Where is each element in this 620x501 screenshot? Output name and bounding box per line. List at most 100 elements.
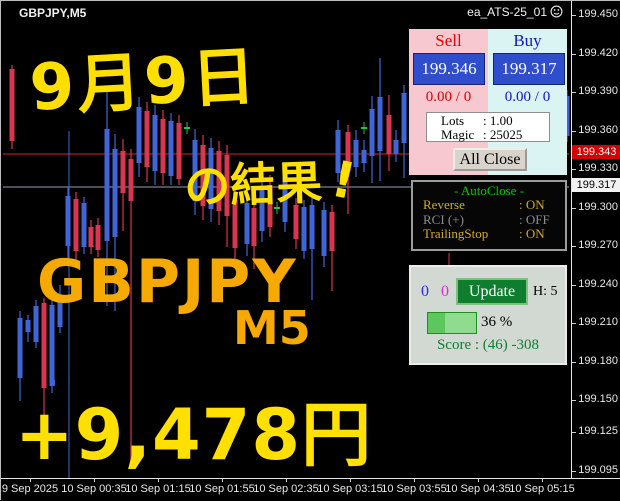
time-tick-label: 10 Sep 03:55 [381,483,447,495]
autoclose-row: RCI (+) : OFF [413,211,565,228]
trade-marker [42,382,46,387]
time-tick [30,479,31,482]
candle-body [309,205,315,249]
candle-body [361,150,367,163]
price-tick [572,400,576,401]
candle-body [293,205,299,239]
magic-value: : 25025 [483,127,523,142]
candle-body [95,225,101,250]
autoclose-row-label: RCI (+) [423,211,464,227]
price-tick-label: 199.420 [578,47,618,59]
autoclose-panel: - AutoClose - Reverse: ON RCI (+): OFF Tra… [411,180,567,251]
candle-body [393,140,399,154]
time-tick-label: 10 Sep 01:55 [189,483,255,495]
candle-body [17,318,23,378]
candle-body [564,96,570,136]
time-tick [286,479,287,482]
price-tick [572,246,576,247]
buy-title: Buy [513,31,542,50]
candle-body [160,119,166,173]
price-tick [572,208,576,209]
candle-body [49,305,55,386]
time-tick-label: 10 Sep 05:15 [509,483,575,495]
candle-body [41,303,47,388]
symbol-period-label: GBPJPY,M5 [19,6,87,20]
price-tick [572,15,576,16]
candle-body [282,178,288,222]
candle-body [353,140,359,167]
candle-body [401,93,407,143]
candle-body [104,129,110,241]
time-tick-label: 10 Sep 00:35 [61,483,127,495]
candle-body [120,151,126,193]
bid-price-label: 199.343 [572,145,620,159]
price-axis-line [571,1,572,478]
price-tick-label: 199.450 [578,8,618,20]
price-tick-label: 199.125 [578,425,618,437]
price-tick-label: 199.240 [578,278,618,290]
candle-body [168,121,174,176]
candle-body [144,111,150,167]
all-close-button[interactable]: All Close [453,148,527,171]
candle-body [244,203,250,244]
ea-smiley-icon[interactable] [550,5,563,18]
price-tick-label: 199.360 [578,124,618,136]
price-tick-label: 199.270 [578,239,618,251]
autoclose-row-label: Reverse [423,197,465,212]
magic-label: Magic [441,127,475,142]
sell-stat: 0.00 / 0 [425,89,472,105]
autoclose-row: TrailingStop : ON [413,226,565,242]
candle-body [377,97,383,151]
overlay-pair-text: GBPJPY [37,247,298,317]
sell-price-button[interactable]: 199.346 [413,53,485,85]
autoclose-title: - AutoClose - [453,183,525,198]
candle-body [386,115,392,154]
candle-body [259,188,265,231]
ea-name-label: ea_ATS-25_01 [467,5,547,19]
candle-body [216,151,222,211]
buy-price-button[interactable]: 199.317 [493,53,565,85]
autoclose-row-label: TrailingStop [423,226,489,241]
ea-label-box: ea_ATS-25_01 [401,5,563,19]
candlestick-chart[interactable] [1,1,571,478]
price-tick [572,471,576,472]
candle-body [321,210,327,256]
autoclose-row-value: : ON [519,226,545,241]
time-tick [94,479,95,482]
update-panel: 0 0 Update H: 5 36 % Score : (46) -308 [409,265,567,365]
price-tick [572,131,576,132]
position-price-label: 199.317 [572,178,620,192]
overlay-result-word: の結果 [183,155,324,214]
autoclose-row-value: : OFF [519,211,550,227]
time-axis[interactable]: 9 Sep 2025 10 Sep 00:35 10 Sep 01:15 10 Sep… [1,479,620,501]
price-axis[interactable]: 199.343 199.317 199.450 199.420 199.390 199… [572,1,620,478]
price-tick-label: 199.095 [578,464,618,476]
time-tick-label: 10 Sep 01:15 [125,483,191,495]
candle-body [25,320,31,332]
candle-body [65,196,71,246]
update-button[interactable]: Update [456,278,528,305]
price-tick [572,323,576,324]
time-tick [542,479,543,482]
candle-body [335,130,341,173]
candle-body [88,227,94,247]
time-axis-line [1,478,620,479]
time-tick [478,479,479,482]
trade-marker [51,380,55,385]
time-tick-label: 10 Sep 02:35 [253,483,319,495]
candle-body [232,200,238,248]
count-blue: 0 [421,283,429,300]
buy-stat: 0.00 / 0 [504,89,551,105]
price-tick [572,169,576,170]
overlay-result-text: の結果! [183,145,360,217]
overlay-timeframe-text: M5 [233,301,311,355]
price-tick [572,432,576,433]
candle-body [192,140,198,201]
autoclose-row-value: : ON [519,197,545,212]
price-tick [572,92,576,93]
candle-body [112,149,118,237]
candle-body [176,123,182,179]
overlay-profit-text: +9,478円 [15,394,373,476]
time-tick-label: 9 Sep 2025 [1,483,59,495]
candle-body [81,203,87,247]
